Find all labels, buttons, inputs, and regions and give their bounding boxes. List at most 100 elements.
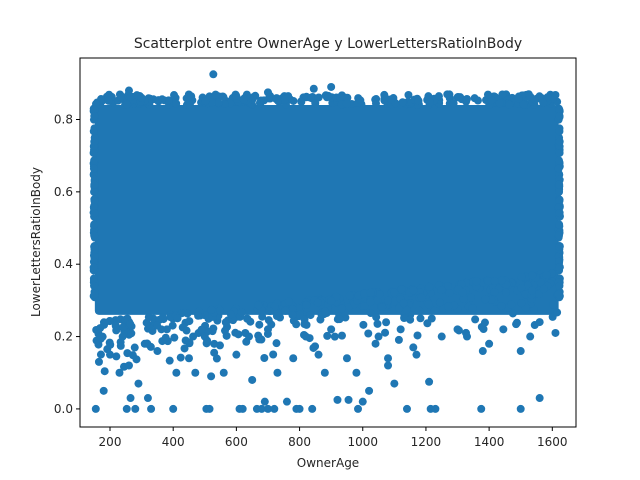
scatter-point [170,91,179,100]
scatter-point [430,306,439,315]
scatter-point [111,321,120,330]
scatter-point [402,404,411,413]
scatter-point [257,404,266,413]
scatter-point [498,90,507,99]
scatter-point [555,209,564,218]
scatter-point [126,394,135,403]
scatter-point [373,296,382,305]
scatter-point [269,350,278,359]
scatter-point [89,148,98,157]
scatter-point [295,404,304,413]
scatter-point [90,242,99,251]
scatter-point [237,308,246,317]
scatter-point [90,105,99,114]
scatter-point [284,297,293,306]
scatter-point [122,404,131,413]
y-tick-label: 0.4 [54,257,73,271]
scatter-point [168,321,177,330]
scatter-point [335,93,344,102]
scatter-point [254,301,263,310]
scatter-point [273,368,282,377]
scatter-point [466,293,475,302]
scatter-point [106,340,115,349]
scatter-point [555,242,564,251]
scatter-point [366,288,375,297]
scatter-point [396,325,405,334]
scatter-point [172,368,181,377]
scatter-point [554,164,563,173]
scatter-point [158,313,167,322]
scatter-point [232,350,241,359]
scatter-point [505,100,514,109]
scatter-point [96,332,105,341]
scatter-point [302,301,311,310]
scatter-point [309,84,318,93]
scatter-point [345,291,354,300]
scatter-point [90,281,99,290]
scatter-point [90,209,99,218]
scatter-point [553,308,562,317]
scatter-point [390,288,399,297]
scatter-point [371,99,380,108]
x-axis-label: OwnerAge [297,456,359,470]
scatter-point [508,309,517,318]
scatter-point [394,335,403,344]
scatter-point [554,290,563,299]
scatter-point [542,270,551,279]
scatter-point [555,112,564,121]
scatter-point [471,315,480,324]
scatter-point [158,95,167,104]
scatter-point [412,350,421,359]
scatter-point [331,306,340,315]
scatter-point [207,305,216,314]
scatter-point [497,302,506,311]
scatter-point [324,91,333,100]
scatter-point [311,99,320,108]
scatter-point [211,90,220,99]
scatter-point [395,304,404,313]
scatter-point [402,305,411,314]
scatter-point [554,156,563,165]
y-axis-label: LowerLettersRatioInBody [29,167,43,317]
scatter-point [378,302,387,311]
scatter-point [187,92,196,101]
scatter-point [490,276,499,285]
scatter-point [555,187,564,196]
scatter-point [443,90,452,99]
scatter-point [507,300,516,309]
scatter-point [210,348,219,357]
scatter-point [116,92,125,101]
scatter-point [90,137,99,146]
scatter-point [201,97,210,106]
scatter-point [485,339,494,348]
scatter-point [132,355,141,364]
y-tick-label: 0.2 [54,330,73,344]
scatter-point [220,99,229,108]
scatter-point [90,196,99,205]
scatter-point [478,347,487,356]
scatter-point [130,343,139,352]
scatter-point [184,354,193,363]
scatter-point [383,296,392,305]
scatter-point [354,404,363,413]
scatter-point [265,307,274,316]
scatter-point [314,93,323,102]
scatter-point [207,372,216,381]
scatter-point [366,298,375,307]
x-tick-label: 1000 [347,435,378,449]
scatter-point [321,307,330,316]
scatter-point [398,98,407,107]
scatter-point [530,280,539,289]
scatter-point [384,361,393,370]
scatter-point [89,203,98,212]
scatter-point [344,395,353,404]
scatter-point [327,325,336,334]
dense-region [94,105,559,315]
scatter-point [243,314,252,323]
scatter-point [483,90,492,99]
scatter-point [205,404,214,413]
scatter-point [555,196,564,205]
x-tick-label: 600 [225,435,248,449]
scatter-point [255,335,264,344]
scatter-point [390,297,399,306]
